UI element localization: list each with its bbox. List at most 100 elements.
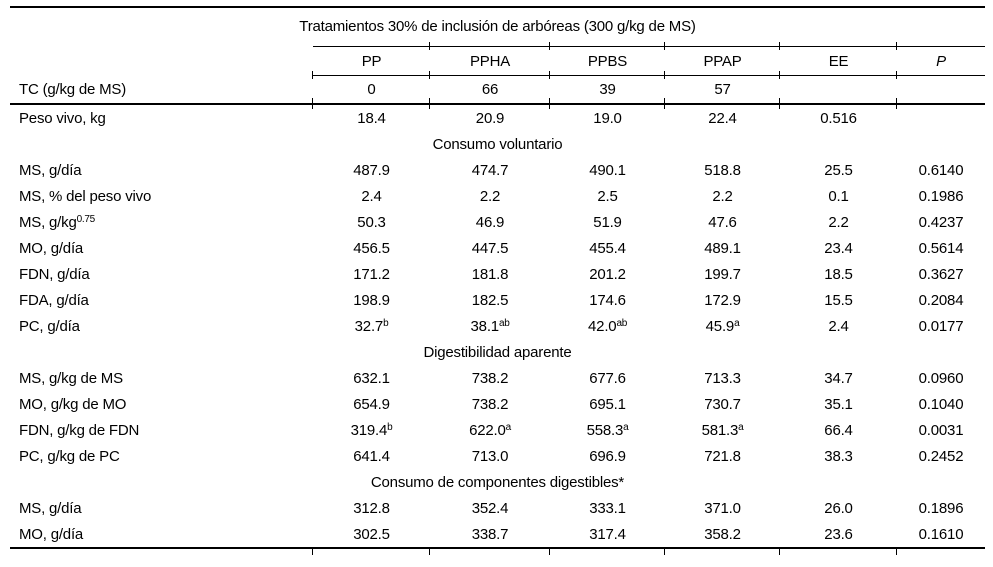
row-label: FDA, g/día <box>19 291 89 309</box>
table-cell: 641.4 <box>353 447 390 465</box>
row-label: MS, g/día <box>19 161 82 179</box>
table-cell: 456.5 <box>353 239 390 257</box>
table-cell: 0.516 <box>820 109 857 127</box>
table-cell <box>779 75 897 108</box>
table-cell: 317.4 <box>549 521 665 555</box>
table-cell: 0.1 <box>828 187 849 205</box>
table-cell: 0.2084 <box>918 291 964 309</box>
section-header-row: Digestibilidad aparente <box>10 339 985 365</box>
table-cell: 358.2 <box>664 521 780 555</box>
table-cell: 2.2 <box>479 187 501 205</box>
table-row: PC, g/día 32.7b 38.1ab 42.0ab 45.9a 2.4 … <box>10 313 985 339</box>
table-cell: 352.4 <box>471 499 509 517</box>
table-cell: 20.9 <box>475 109 505 127</box>
table-cell: 57 <box>664 75 780 108</box>
table-cell: 455.4 <box>589 239 626 257</box>
table-row: PC, g/kg de PC 641.4 713.0 696.9 721.8 3… <box>10 443 985 469</box>
table-cell: 447.5 <box>471 239 509 257</box>
row-label: MS, % del peso vivo <box>19 187 152 205</box>
col-header-p: P <box>896 46 985 79</box>
table-cell: 677.6 <box>589 369 626 387</box>
table-row: MS, g/kg de MS 632.1 738.2 677.6 713.3 3… <box>10 365 985 391</box>
results-table-wrapper: Tratamientos 30% de inclusión de arbórea… <box>10 6 985 555</box>
row-label: PC, g/kg de PC <box>19 447 120 465</box>
row-label: MO, g/día <box>10 521 313 549</box>
table-cell: 23.6 <box>779 521 897 555</box>
table-cell: 18.5 <box>824 265 853 283</box>
table-cell: 46.9 <box>475 213 505 231</box>
table-cell: 2.2 <box>828 213 849 231</box>
table-cell: 0.1986 <box>918 187 964 205</box>
table-cell: 489.1 <box>704 239 741 257</box>
table-cell: 730.7 <box>704 395 741 413</box>
table-cell: 0.1896 <box>918 499 964 517</box>
title-rule-cell <box>549 7 665 49</box>
section-header-row: Consumo voluntario <box>10 131 985 157</box>
table-cell: 2.4 <box>361 187 382 205</box>
table-cell: 518.8 <box>704 161 741 179</box>
col-header-ppbs: PPBS <box>549 46 665 79</box>
table-cell: 51.9 <box>593 213 622 231</box>
table-cell: 0.5614 <box>918 239 964 257</box>
table-cell: 338.7 <box>429 521 550 555</box>
table-cell: 622.0a <box>469 421 511 439</box>
table-cell: 15.5 <box>824 291 853 309</box>
section-header-row: Consumo de componentes digestibles* <box>10 469 985 495</box>
table-cell: 23.4 <box>824 239 853 257</box>
table-cell: 0.0031 <box>918 421 964 439</box>
results-table: PP PPHA PPBS PPAP EE P TC (g/kg de MS) 0… <box>10 6 985 555</box>
table-cell: 19.0 <box>593 109 622 127</box>
title-rule-cell <box>664 7 780 49</box>
table-cell: 42.0ab <box>588 317 627 335</box>
table-cell: 2.4 <box>828 317 849 335</box>
col-header-ppha: PPHA <box>429 46 550 79</box>
table-cell: 181.8 <box>471 265 509 283</box>
table-cell: 721.8 <box>704 447 741 465</box>
table-cell: 695.1 <box>589 395 626 413</box>
table-cell: 696.9 <box>589 447 626 465</box>
table-cell: 319.4b <box>350 421 393 439</box>
table-cell: 39 <box>549 75 665 108</box>
table-cell: 32.7b <box>354 317 389 335</box>
table-cell: 66 <box>429 75 550 108</box>
row-label: MO, g/día <box>19 239 84 257</box>
empty-cell <box>10 7 313 47</box>
table-cell: 0.0177 <box>918 317 964 335</box>
table-cell: 199.7 <box>704 265 741 283</box>
row-label: MS, g/kg0.75 <box>19 213 95 231</box>
table-cell: 371.0 <box>704 499 741 517</box>
table-cell: 25.5 <box>824 161 853 179</box>
table-row: FDN, g/kg de FDN 319.4b 622.0a 558.3a 58… <box>10 417 985 443</box>
table-cell: 333.1 <box>589 499 626 517</box>
table-row: MO, g/día 302.5 338.7 317.4 358.2 23.6 0… <box>10 521 985 555</box>
table-cell: 487.9 <box>353 161 390 179</box>
table-cell: 581.3a <box>701 421 744 439</box>
table-row: FDN, g/día 171.2 181.8 201.2 199.7 18.5 … <box>10 261 985 287</box>
table-row: FDA, g/día 198.9 182.5 174.6 172.9 15.5 … <box>10 287 985 313</box>
table-row: MO, g/día 456.5 447.5 455.4 489.1 23.4 0… <box>10 235 985 261</box>
row-label: Peso vivo, kg <box>19 109 106 127</box>
row-label: PC, g/día <box>19 317 80 335</box>
table-cell: 0 <box>312 75 430 108</box>
table-cell: 171.2 <box>353 265 390 283</box>
row-label: TC (g/kg de MS) <box>10 75 313 105</box>
section-label: Digestibilidad aparente <box>423 343 572 361</box>
title-rule-cell <box>429 7 550 49</box>
table-cell: 172.9 <box>704 291 741 309</box>
table-cell: 632.1 <box>353 369 390 387</box>
table-row: MS, g/día 312.8 352.4 333.1 371.0 26.0 0… <box>10 495 985 521</box>
tc-level-row: TC (g/kg de MS) 0 66 39 57 <box>10 75 985 108</box>
section-label: Consumo de componentes digestibles* <box>370 473 625 491</box>
row-label: MO, g/kg de MO <box>19 395 127 413</box>
col-header-ee: EE <box>779 46 897 79</box>
row-label: MS, g/kg de MS <box>19 369 123 387</box>
table-row: MS, g/día 487.9 474.7 490.1 518.8 25.5 0… <box>10 157 985 183</box>
empty-cell <box>10 47 313 76</box>
table-cell: 0.4237 <box>918 213 964 231</box>
table-cell: 182.5 <box>471 291 509 309</box>
col-header-pp: PP <box>312 46 430 79</box>
title-rule-row <box>10 7 985 49</box>
table-cell <box>896 75 985 108</box>
table-cell: 26.0 <box>824 499 853 517</box>
